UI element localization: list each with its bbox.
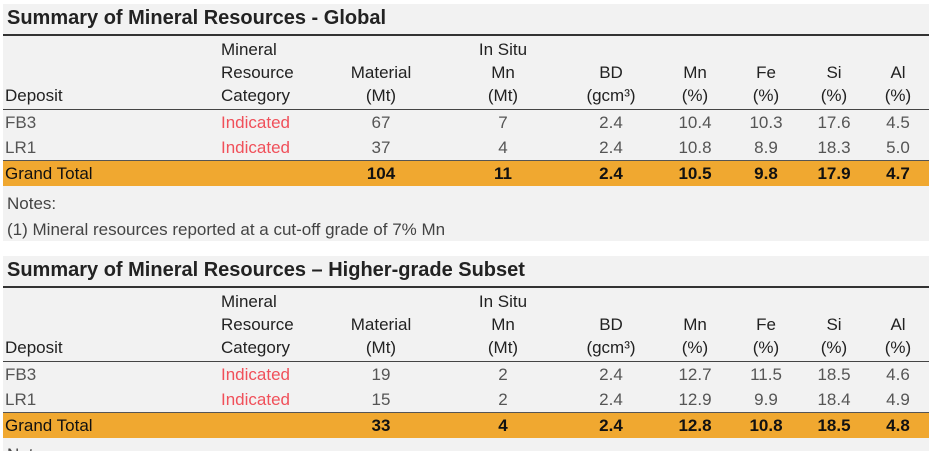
cell-category [219,160,319,186]
header-material: Material (Mt) [319,38,443,110]
cell-mn: 10.4 [678,113,712,132]
cell-in-situ-mn: 2 [498,390,508,409]
cell-material: 19 [371,365,391,384]
title-divider [3,286,929,288]
cell-mn: 12.7 [678,365,712,384]
cell-in-situ-mn: 2 [498,365,508,384]
cell-bd: 2.4 [563,412,659,438]
cell-in-situ-mn: 4 [498,138,508,157]
header-row: Deposit Mineral Resource Category Material… [3,38,929,110]
header-row: Deposit Mineral Resource Category Material… [3,290,929,362]
grand-total-row: Grand Total 33 4 2.4 12.8 10.8 18.5 4.8 [3,412,929,438]
header-material: Material (Mt) [319,290,443,362]
cell-bd: 2.4 [599,365,623,384]
cell-fe: 9.8 [731,160,801,186]
cell-category: Indicated [221,390,290,409]
cell-mn: 12.8 [659,412,731,438]
cell-category: Indicated [221,365,290,384]
notes: Notes: [7,442,56,451]
cell-material: 37 [371,138,391,157]
cell-material: 33 [319,412,443,438]
cell-deposit: LR1 [5,138,37,157]
cell-mn: 10.5 [659,160,731,186]
cell-material: 15 [371,390,391,409]
section-title: Summary of Mineral Resources – Higher-gr… [7,259,525,281]
header-si: Si (%) [801,38,867,110]
cell-deposit: Grand Total [3,412,219,438]
header-fe: Fe (%) [731,290,801,362]
header-bd: BD (gcm³) [563,290,659,362]
cell-bd: 2.4 [599,113,623,132]
section-title: Summary of Mineral Resources - Global [7,7,386,29]
table-row: LR1 Indicated 15 2 2.4 12.9 9.9 18.4 4.9 [3,387,929,413]
cell-deposit: FB3 [5,365,37,384]
cell-deposit: Grand Total [3,160,219,186]
cell-al: 5.0 [886,138,910,157]
cell-fe: 10.3 [749,113,783,132]
header-mn: Mn (%) [659,38,731,110]
header-in-situ-mn: In Situ Mn (Mt) [443,38,563,110]
cell-si: 17.9 [801,160,867,186]
header-si: Si (%) [801,290,867,362]
cell-al: 4.9 [886,390,910,409]
cell-si: 18.3 [817,138,851,157]
header-category: Mineral Resource Category [219,38,319,110]
note-item: (1) Mineral resources reported at a cut-… [7,220,446,239]
cell-bd: 2.4 [563,160,659,186]
cell-deposit: LR1 [5,390,37,409]
table-row: FB3 Indicated 67 7 2.4 10.4 10.3 17.6 4.… [3,110,929,136]
cell-si: 18.5 [801,412,867,438]
cell-fe: 11.5 [750,365,782,384]
cell-al: 4.5 [886,113,910,132]
cell-al: 4.8 [867,412,929,438]
cell-fe: 10.8 [731,412,801,438]
table-row: LR1 Indicated 37 4 2.4 10.8 8.9 18.3 5.0 [3,135,929,161]
header-fe: Fe (%) [731,38,801,110]
cell-bd: 2.4 [599,138,623,157]
cell-fe: 8.9 [754,138,778,157]
title-divider [3,34,929,36]
cell-material: 104 [319,160,443,186]
higher-grade-summary-section: Summary of Mineral Resources – Higher-gr… [3,256,929,451]
cell-in-situ-mn: 11 [443,160,563,186]
cell-in-situ-mn: 4 [443,412,563,438]
header-mn: Mn (%) [659,290,731,362]
global-summary-section: Summary of Mineral Resources - Global De… [3,4,929,241]
header-al: Al (%) [867,38,929,110]
grand-total-row: Grand Total 104 11 2.4 10.5 9.8 17.9 4.7 [3,160,929,186]
cell-si: 18.4 [817,390,851,409]
header-bd: BD (gcm³) [563,38,659,110]
header-deposit: Deposit [3,38,219,110]
notes: Notes: (1) Mineral resources reported at… [7,191,445,243]
cell-si: 17.6 [817,113,851,132]
cell-mn: 10.8 [678,138,712,157]
cell-in-situ-mn: 7 [498,113,508,132]
header-category: Mineral Resource Category [219,290,319,362]
header-in-situ-mn: In Situ Mn (Mt) [443,290,563,362]
notes-heading: Notes: [7,442,56,451]
cell-material: 67 [371,113,391,132]
cell-category: Indicated [221,138,290,157]
cell-category: Indicated [221,113,290,132]
cell-al: 4.7 [867,160,929,186]
header-al: Al (%) [867,290,929,362]
cell-category [219,412,319,438]
resource-table: Deposit Mineral Resource Category Material… [3,38,929,186]
cell-fe: 9.9 [754,390,778,409]
cell-mn: 12.9 [678,390,712,409]
resource-table: Deposit Mineral Resource Category Material… [3,290,929,438]
cell-deposit: FB3 [5,113,37,132]
header-deposit: Deposit [3,290,219,362]
cell-bd: 2.4 [599,390,623,409]
table-row: FB3 Indicated 19 2 2.4 12.7 11.5 18.5 4.… [3,362,929,388]
cell-al: 4.6 [886,365,910,384]
notes-heading: Notes: [7,194,57,213]
cell-si: 18.5 [817,365,851,384]
